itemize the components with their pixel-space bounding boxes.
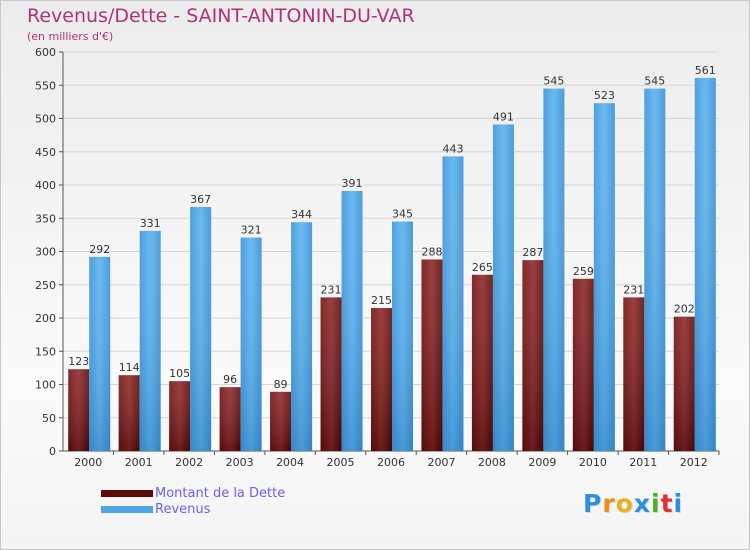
data-label: 287 — [522, 246, 543, 259]
legend-swatch-revenus — [101, 506, 153, 513]
y-tick-label: 300 — [35, 246, 56, 259]
data-label: 123 — [68, 355, 89, 368]
x-tick-label: 2012 — [680, 456, 708, 469]
y-tick-label: 450 — [35, 146, 56, 159]
data-label: 321 — [241, 224, 262, 237]
bar-shade — [341, 190, 363, 452]
x-tick-label: 2007 — [427, 456, 455, 469]
bar-shade — [593, 103, 615, 451]
bar-shade — [572, 278, 594, 451]
data-label: 215 — [371, 294, 392, 307]
x-tick-label: 2011 — [629, 456, 657, 469]
y-tick-label: 350 — [35, 212, 56, 225]
y-tick-label: 500 — [35, 113, 56, 126]
y-tick-label: 0 — [49, 445, 56, 458]
bar-shade — [442, 156, 464, 451]
chart-subtitle: (en milliers d'€) — [27, 30, 114, 43]
bar-shade — [240, 237, 262, 451]
data-label: 231 — [623, 283, 644, 296]
data-label: 265 — [472, 261, 493, 274]
bar-shade — [219, 387, 241, 451]
legend-label-dette: Montant de la Dette — [155, 486, 286, 501]
bar-shade — [139, 230, 161, 451]
bar-shade — [68, 369, 90, 451]
y-tick-label: 400 — [35, 179, 56, 192]
y-tick-label: 250 — [35, 279, 56, 292]
logo-letter: r — [602, 489, 616, 518]
y-tick-label: 550 — [35, 79, 56, 92]
bar-shade — [522, 260, 544, 451]
bar-shade — [492, 124, 514, 452]
logo-letter: o — [615, 489, 634, 518]
data-label: 331 — [140, 217, 161, 230]
data-label: 105 — [169, 367, 190, 380]
data-label: 391 — [342, 177, 363, 190]
y-tick-label: 600 — [35, 46, 56, 59]
bar-shade — [392, 221, 413, 451]
bar-shade — [623, 297, 645, 451]
bar-shade — [291, 222, 313, 451]
bar-shade — [190, 206, 212, 451]
bar-shade — [270, 391, 292, 451]
data-label: 202 — [674, 303, 695, 316]
data-label: 231 — [321, 283, 342, 296]
bar-shade — [89, 256, 111, 451]
bar-shade — [694, 77, 716, 451]
bar-shade — [421, 259, 443, 451]
data-label: 89 — [274, 378, 288, 391]
x-tick-label: 2005 — [327, 456, 355, 469]
x-tick-label: 2000 — [74, 456, 102, 469]
data-label: 345 — [392, 208, 413, 221]
bar-shade — [471, 274, 493, 451]
data-label: 114 — [119, 361, 140, 374]
bars-layer — [68, 77, 716, 452]
y-tick-label: 150 — [35, 345, 56, 358]
data-label: 288 — [421, 245, 442, 258]
data-label: 96 — [223, 373, 237, 386]
proxiti-logo: Proxiti — [583, 489, 683, 518]
x-tick-label: 2003 — [226, 456, 254, 469]
labels-layer: 123 292 114 331 105 367 96 321 89 344 231 391 215 345… — [68, 64, 716, 391]
data-label: 561 — [695, 64, 716, 77]
data-label: 545 — [543, 75, 564, 88]
bar-shade — [543, 88, 565, 451]
data-label: 523 — [594, 89, 615, 102]
data-label: 443 — [442, 142, 463, 155]
logo-letter: x — [633, 489, 651, 518]
x-tick-label: 2006 — [377, 456, 405, 469]
legend-swatch-dette — [101, 490, 153, 497]
x-tick-label: 2002 — [175, 456, 203, 469]
data-label: 344 — [291, 208, 312, 221]
logo-letter: i — [651, 489, 661, 518]
x-tick-label: 2001 — [125, 456, 153, 469]
x-tick-label: 2008 — [478, 456, 506, 469]
x-tick-label: 2004 — [276, 456, 304, 469]
logo-letter: P — [583, 489, 603, 518]
x-tick-label: 2010 — [579, 456, 607, 469]
data-label: 491 — [493, 110, 514, 123]
chart-title: Revenus/Dette - SAINT-ANTONIN-DU-VAR — [27, 5, 415, 27]
y-tick-label: 200 — [35, 312, 56, 325]
bar-shade — [118, 375, 140, 451]
bar-shade — [169, 381, 191, 451]
x-tick-label: 2009 — [528, 456, 556, 469]
data-label: 545 — [644, 75, 665, 88]
logo-letter: t — [660, 489, 674, 518]
bar-shade — [320, 297, 342, 451]
data-label: 259 — [573, 265, 594, 278]
bar-shade — [673, 316, 695, 451]
data-label: 292 — [89, 243, 110, 256]
y-tick-label: 50 — [42, 412, 56, 425]
data-label: 367 — [190, 193, 211, 206]
logo-letter: i — [673, 489, 684, 518]
y-tick-label: 100 — [35, 379, 56, 392]
legend-label-revenus: Revenus — [155, 502, 211, 517]
bar-shade — [644, 88, 666, 451]
bar-shade — [371, 308, 392, 451]
